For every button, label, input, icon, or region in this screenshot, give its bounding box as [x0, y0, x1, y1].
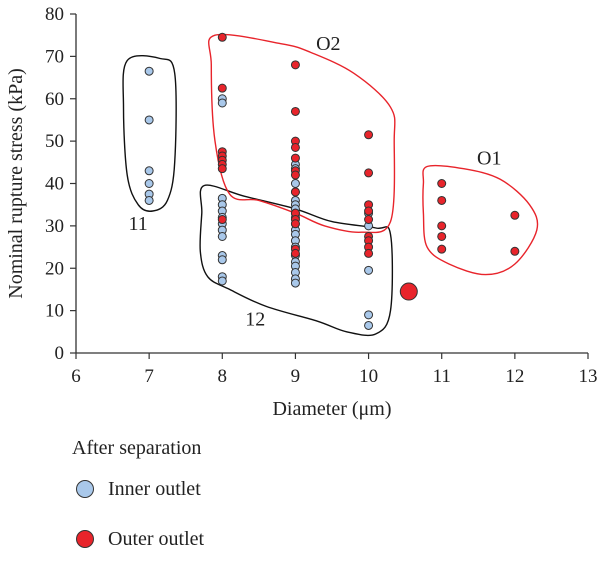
outer-outlet-point [290, 106, 300, 116]
x-tick-label: 10 [359, 366, 378, 387]
outer-outlet-point [290, 170, 300, 180]
outer-outlet-point [217, 215, 227, 225]
outer-outlet-point [290, 60, 300, 70]
y-tick-label: 50 [45, 131, 64, 152]
group-outline-12 [199, 184, 394, 337]
legend-title: After separation [72, 437, 202, 459]
y-tick-label: 70 [45, 46, 64, 67]
group-outlines [122, 33, 539, 337]
outer-outlet-point [510, 210, 520, 220]
group-label-o2: O2 [316, 33, 340, 55]
y-tick-label: 20 [45, 258, 64, 279]
outer-outlet-point [217, 32, 227, 42]
group-label-o1: O1 [477, 147, 501, 169]
inner-outlet-point [144, 195, 154, 205]
outer-outlet-point [217, 83, 227, 93]
outer-outlet-point [437, 195, 447, 205]
x-tick-label: 12 [505, 366, 524, 387]
outer-outlet-point [364, 206, 374, 216]
inner-outlet-point [290, 179, 300, 188]
inner-outlet-point [290, 278, 300, 288]
inner-outlet-point [364, 310, 374, 320]
legend-item-inner: Inner outlet [72, 476, 204, 502]
inner-outlet-point [217, 231, 227, 241]
y-tick-label: 0 [55, 343, 65, 364]
x-ticks: 6 7 8 9 10 11 12 13 [71, 353, 598, 387]
data-points [144, 32, 520, 330]
outer-outlet-point [290, 142, 300, 152]
legend-swatch-outer [76, 530, 94, 548]
outer-outlet-point [217, 164, 227, 174]
outer-outlet-point [437, 221, 447, 231]
legend-label-inner: Inner outlet [108, 477, 201, 500]
x-tick-label: 7 [144, 366, 154, 387]
x-tick-label: 9 [291, 366, 301, 387]
inner-outlet-point [144, 166, 154, 176]
outer-outlet-point [290, 153, 300, 163]
group-label-11: 11 [129, 213, 148, 235]
y-tick-label: 10 [45, 301, 64, 322]
outer-outlet-point [364, 130, 374, 140]
group-labels: 11 12 O2 O1 [129, 33, 502, 330]
inner-outlet-point [144, 179, 154, 188]
outer-outlet-point [364, 248, 374, 258]
legend-swatch-inner [76, 480, 94, 498]
inner-outlet-point [217, 255, 227, 265]
legend: After separation Inner outlet Outer outl… [72, 437, 204, 576]
inner-outlet-point [364, 320, 374, 330]
inner-outlet-point [144, 66, 154, 76]
inner-outlet-point [364, 265, 374, 275]
inner-outlet-point [217, 98, 227, 108]
y-tick-label: 60 [45, 89, 64, 110]
x-tick-label: 8 [218, 366, 228, 387]
group-label-12: 12 [245, 308, 265, 330]
legend-item-outer: Outer outlet [72, 526, 204, 552]
inner-outlet-point [144, 115, 154, 125]
x-tick-label: 13 [579, 366, 598, 387]
group-outline-o2 [208, 33, 396, 234]
outer-outlet-point [290, 248, 300, 258]
y-ticks: 0 10 20 30 40 50 60 70 80 [45, 4, 76, 364]
outer-outlet-point [290, 187, 300, 197]
outer-outlet-point [437, 179, 447, 188]
group-outline-11 [122, 55, 177, 212]
y-tick-label: 80 [45, 4, 64, 25]
outer-outlet-point [510, 246, 520, 256]
legend-label-outer: Outer outlet [108, 527, 205, 550]
x-tick-label: 6 [71, 366, 81, 387]
x-axis-title: Diameter (μm) [272, 398, 391, 420]
outer-outlet-point [399, 282, 418, 301]
outer-outlet-point [290, 219, 300, 229]
outer-outlet-point [437, 231, 447, 241]
inner-outlet-point [217, 276, 227, 286]
outer-outlet-point [437, 244, 447, 254]
group-outline-o1 [422, 164, 539, 276]
outer-outlet-point [364, 215, 374, 225]
y-tick-label: 40 [45, 174, 64, 195]
y-tick-label: 30 [45, 216, 64, 237]
x-tick-label: 11 [433, 366, 451, 387]
y-axis-title: Nominal rupture stress (kPa) [5, 68, 27, 299]
outer-outlet-point [364, 168, 374, 178]
